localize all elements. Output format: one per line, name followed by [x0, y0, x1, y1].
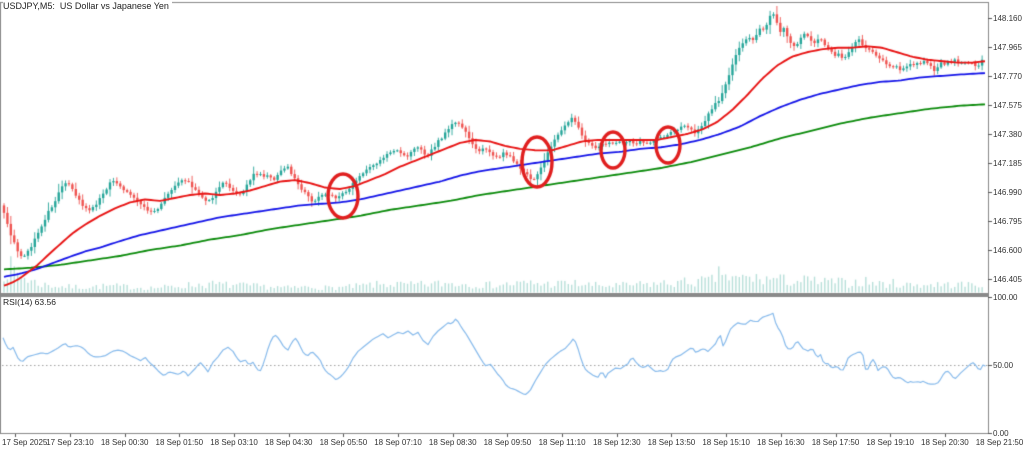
chart-canvas [0, 0, 1024, 452]
trading-chart-window: USDJPY,M5: US Dollar vs Japanese Yen RSI… [0, 0, 1024, 452]
